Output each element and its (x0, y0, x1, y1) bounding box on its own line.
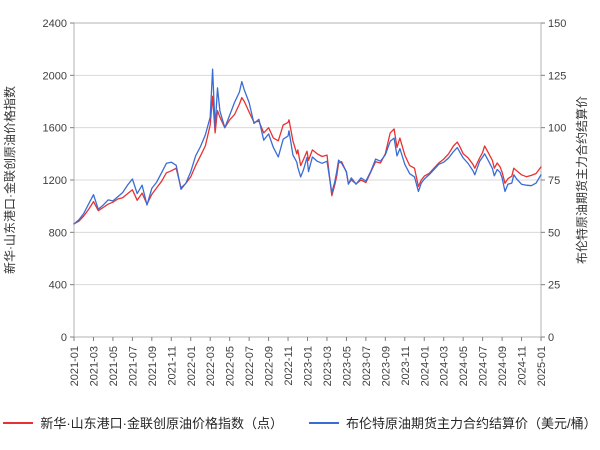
x-tick-label: 2023-03 (322, 346, 334, 386)
x-tick-label: 2023-07 (361, 346, 373, 386)
y-right-tick-label: 0 (548, 332, 554, 344)
y-right-tick-label: 50 (548, 227, 560, 239)
x-tick-label: 2022-01 (186, 346, 198, 386)
x-tick-label: 2021-07 (127, 346, 139, 386)
x-tick-label: 2021-09 (147, 346, 159, 386)
x-tick-label: 2022-11 (283, 346, 295, 386)
x-tick-label: 2024-07 (478, 346, 490, 386)
x-tick-label: 2023-05 (341, 346, 353, 386)
legend-blue-line-swatch (309, 421, 340, 424)
x-tick-label: 2023-11 (400, 346, 412, 386)
legend-label-brent: 布伦特原油期货主力合约结算价（美元/桶） (346, 416, 597, 431)
brent-price-line (73, 68, 542, 225)
x-tick-label: 2021-05 (108, 346, 120, 386)
right-axis-title: 布伦特原油期货主力合约结算价 (574, 96, 589, 264)
x-tick-label: 2024-11 (517, 346, 529, 386)
axes (70, 22, 545, 341)
legend-red-line-swatch (3, 421, 34, 424)
y-left-tick-label: 2400 (43, 18, 67, 30)
y-right-tick-label: 150 (548, 18, 566, 30)
y-right-tick-label: 125 (548, 70, 566, 82)
x-tick-label: 2023-09 (380, 346, 392, 386)
x-tick-label: 2024-03 (439, 346, 451, 386)
x-tick-label: 2024-09 (497, 346, 509, 386)
y-right-tick-label: 25 (548, 280, 560, 292)
x-tick-label: 2021-01 (69, 346, 81, 386)
data-series (73, 68, 542, 225)
left-axis-title: 新华·山东港口·金联创原油价格指数 (2, 86, 17, 274)
x-tick-label: 2024-05 (458, 346, 470, 386)
x-tick-label: 2022-07 (244, 346, 256, 386)
y-right-tick-label: 75 (548, 175, 560, 187)
tick-labels: 0 400 800 1200 1600 2000 2400 0 25 50 75 100 125 150 2… (43, 18, 567, 386)
x-tick-label: 2024-01 (419, 346, 431, 386)
x-tick-label: 2022-05 (225, 346, 237, 386)
y-right-tick-label: 100 (548, 123, 566, 135)
x-tick-label: 2022-09 (264, 346, 276, 386)
legend-label-index: 新华·山东港口·金联创原油价格指数（点） (40, 416, 284, 431)
y-left-tick-label: 1200 (43, 175, 67, 187)
x-tick-label: 2023-01 (303, 346, 315, 386)
x-tick-label: 2021-03 (88, 346, 100, 386)
x-tick-label: 2025-01 (536, 346, 548, 386)
y-left-tick-label: 0 (61, 332, 67, 344)
x-tick-label: 2022-03 (205, 346, 217, 386)
chart-legend: 新华·山东港口·金联创原油价格指数（点） 布伦特原油期货主力合约结算价（美元/桶… (0, 413, 600, 432)
legend-item-index: 新华·山东港口·金联创原油价格指数（点） (3, 413, 283, 432)
y-left-tick-label: 1600 (43, 123, 67, 135)
gridlines (74, 74, 541, 286)
legend-item-brent: 布伦特原油期货主力合约结算价（美元/桶） (309, 413, 597, 432)
x-tick-label: 2021-11 (166, 346, 178, 386)
y-left-tick-label: 800 (49, 227, 67, 239)
index-price-line (73, 95, 542, 225)
y-left-tick-label: 400 (49, 280, 67, 292)
y-left-tick-label: 2000 (43, 70, 67, 82)
